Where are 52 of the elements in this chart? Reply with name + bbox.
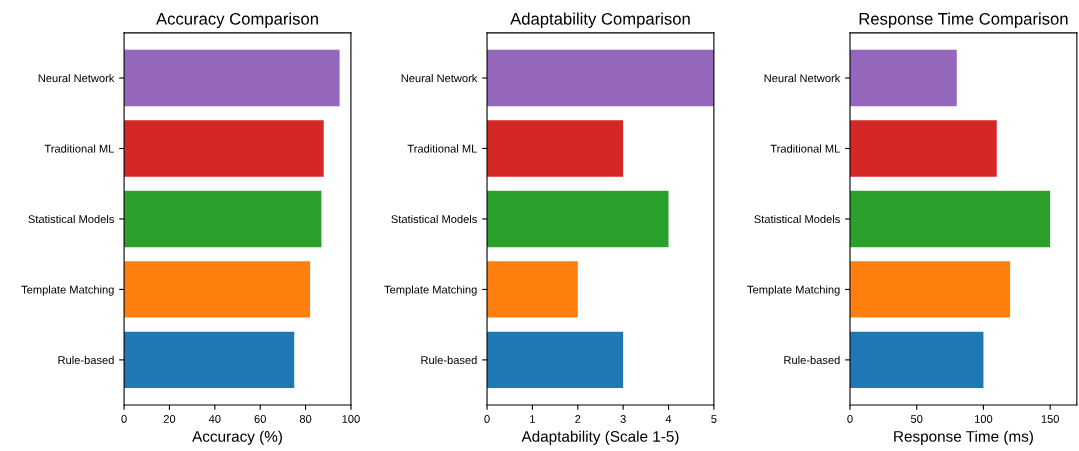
y-tick-label: Neural Network bbox=[764, 74, 841, 83]
bar bbox=[850, 261, 1011, 318]
y-tick-label: Rule-based bbox=[421, 355, 477, 365]
x-tick-label: 2 bbox=[575, 415, 581, 423]
x-tick-label: 5 bbox=[711, 415, 717, 423]
y-tick-label: Template Matching bbox=[384, 285, 477, 296]
bar bbox=[487, 261, 578, 318]
chart-title: Accuracy Comparison bbox=[156, 12, 318, 29]
y-tick-label: Template Matching bbox=[21, 285, 114, 296]
x-tick-label: 20 bbox=[163, 415, 176, 423]
bar bbox=[850, 331, 984, 389]
x-tick-label: 0 bbox=[484, 415, 490, 423]
chart-title: Response Time Comparison bbox=[859, 12, 1068, 29]
bar bbox=[124, 49, 340, 107]
x-axis-title: Accuracy (%) bbox=[192, 430, 282, 445]
bar bbox=[487, 190, 669, 248]
bar bbox=[487, 49, 714, 107]
y-tick-label: Template Matching bbox=[747, 285, 840, 296]
y-tick-label: Statistical Models bbox=[754, 214, 840, 224]
bar bbox=[124, 261, 311, 318]
x-tick-label: 0 bbox=[847, 415, 853, 423]
y-tick-label: Statistical Models bbox=[391, 214, 477, 224]
x-tick-label: 60 bbox=[254, 415, 266, 423]
y-tick-label: Traditional ML bbox=[44, 144, 114, 153]
x-axis-title: Adaptability (Scale 1-5) bbox=[521, 430, 679, 445]
y-tick-label: Traditional ML bbox=[770, 144, 840, 153]
chart-title: Adaptability Comparison bbox=[510, 12, 690, 29]
x-tick-label: 40 bbox=[208, 415, 221, 423]
x-tick-label: 80 bbox=[299, 415, 312, 423]
y-tick-label: Neural Network bbox=[38, 74, 115, 83]
x-tick-label: 100 bbox=[975, 415, 993, 423]
bar bbox=[487, 331, 624, 389]
x-tick-label: 0 bbox=[121, 415, 127, 423]
bar bbox=[850, 190, 1051, 248]
x-tick-label: 4 bbox=[665, 415, 672, 423]
x-tick-label: 50 bbox=[910, 415, 923, 423]
y-tick-label: Rule-based bbox=[58, 355, 114, 365]
bar bbox=[124, 120, 324, 177]
x-tick-label: 1 bbox=[530, 415, 535, 423]
x-tick-label: 3 bbox=[620, 415, 626, 423]
bar bbox=[850, 120, 997, 177]
x-axis-title: Response Time (ms) bbox=[894, 430, 1033, 445]
y-tick-label: Rule-based bbox=[784, 355, 840, 365]
x-tick-label: 100 bbox=[342, 415, 360, 423]
y-tick-label: Traditional ML bbox=[407, 144, 477, 153]
bar bbox=[124, 190, 322, 248]
x-tick-label: 150 bbox=[1041, 415, 1059, 423]
bar bbox=[487, 120, 624, 177]
y-tick-label: Statistical Models bbox=[28, 214, 114, 224]
y-tick-label: Neural Network bbox=[401, 74, 478, 83]
bar bbox=[124, 331, 295, 389]
bar bbox=[850, 49, 957, 107]
